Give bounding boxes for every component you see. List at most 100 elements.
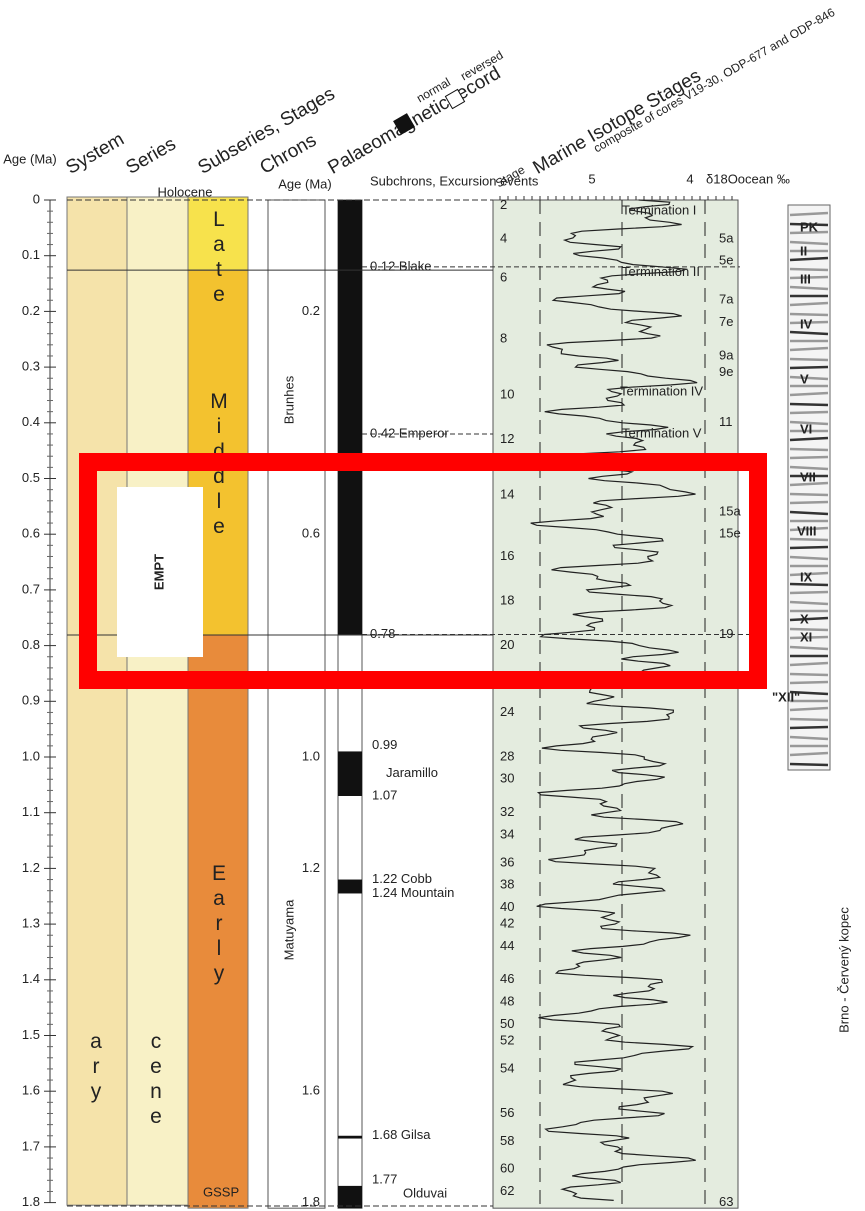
event-label: Jaramillo — [386, 765, 438, 780]
brno-unit: V — [800, 371, 809, 386]
age-tick-label: 0 — [33, 191, 40, 206]
d18o-header: δ18Oocean ‰ — [706, 171, 790, 186]
chron-column — [268, 200, 325, 1208]
termination-label: Termination I — [622, 203, 696, 218]
stage-number: 58 — [500, 1133, 514, 1148]
age-tick-label: 1.3 — [22, 916, 40, 931]
header-label: Series — [123, 134, 180, 179]
stage-number: 8 — [500, 331, 507, 346]
normal-polarity — [338, 880, 362, 894]
stage-number: 18 — [500, 592, 514, 607]
age-tick-label: 0.7 — [22, 581, 40, 596]
event-label: 0.78 — [370, 626, 395, 641]
age-header: Age (Ma) — [3, 151, 56, 166]
brno-texture — [790, 404, 828, 405]
stage-number: 14 — [500, 487, 514, 502]
brno-unit: XI — [800, 629, 812, 644]
brno-texture — [790, 539, 828, 540]
stage-number: 4 — [500, 230, 507, 245]
isotope-label: 7e — [719, 314, 733, 329]
stage-number: 44 — [500, 938, 514, 953]
age-tick-label: 0.2 — [22, 303, 40, 318]
d-tick: 5 — [588, 171, 595, 186]
age-tick-label: 0.5 — [22, 470, 40, 485]
age-tick-label: 1.4 — [22, 971, 40, 986]
brno-unit: "XII" — [772, 689, 800, 704]
brno-texture — [790, 547, 828, 548]
brno-texture — [790, 494, 828, 495]
brno-texture — [790, 502, 828, 503]
early-label: Early — [207, 862, 230, 987]
chron-age-label: 1.0 — [302, 748, 320, 763]
brno-texture — [790, 412, 828, 413]
brno-texture — [790, 674, 828, 675]
isotope-panel — [493, 200, 738, 1208]
stage-number: 40 — [500, 899, 514, 914]
stage-number: 24 — [500, 704, 514, 719]
brno-texture — [790, 682, 828, 683]
stage-number: 28 — [500, 748, 514, 763]
brno-unit: X — [800, 611, 809, 626]
brno-texture — [790, 269, 828, 270]
age-tick-label: 0.6 — [22, 526, 40, 541]
age-tick-label: 1.2 — [22, 860, 40, 875]
isotope-label: 7a — [719, 292, 734, 307]
holocene-label: Holocene — [158, 184, 213, 199]
brno-texture — [790, 727, 828, 728]
age-tick-label: 1.8 — [22, 1194, 40, 1209]
isotope-label: 19 — [719, 626, 733, 641]
gssp-label: GSSP — [203, 1184, 239, 1199]
header-label: System — [63, 129, 128, 179]
event-label: 1.77 — [372, 1171, 397, 1186]
stage-number: 60 — [500, 1161, 514, 1176]
chron-age-label: 0.2 — [302, 303, 320, 318]
isotope-label: 9e — [719, 364, 733, 379]
stage-number: 52 — [500, 1033, 514, 1048]
brno-title: Brno - Červený kopec — [836, 907, 851, 1033]
isotope-label: 5e — [719, 253, 733, 268]
stage-number: 42 — [500, 916, 514, 931]
isotope-label: 9a — [719, 347, 734, 362]
brno-unit: III — [800, 271, 811, 286]
event-label: 1.68 Gilsa — [372, 1127, 431, 1142]
brno-unit: IV — [800, 316, 813, 331]
chron-age-label: 0.6 — [302, 526, 320, 541]
chron-age-label: 1.2 — [302, 860, 320, 875]
isotope-label: 11 — [719, 414, 733, 429]
isotope-label: 15a — [719, 503, 741, 518]
late-label: Late — [207, 208, 230, 308]
header-label: Marine Isotope Stages — [530, 65, 705, 178]
stage-number: 50 — [500, 1016, 514, 1031]
stage-number: 36 — [500, 854, 514, 869]
isotope-label: 5a — [719, 230, 734, 245]
event-label: 1.22 Cobb — [372, 871, 432, 886]
brno-texture — [790, 449, 828, 450]
age-tick-label: 0.1 — [22, 247, 40, 262]
stage-number: 6 — [500, 269, 507, 284]
stage-number: 56 — [500, 1105, 514, 1120]
matuyama-label: Matuyama — [281, 899, 296, 960]
system-text: ary — [84, 1030, 107, 1105]
age-tick-label: 1.0 — [22, 748, 40, 763]
termination-label: Termination II — [622, 264, 700, 279]
normal-polarity — [338, 1136, 362, 1139]
stratigraphic-chart: 00.10.20.30.40.50.60.70.80.91.01.11.21.3… — [0, 0, 865, 1211]
age-tick-label: 1.5 — [22, 1027, 40, 1042]
termination-label: Termination IV — [620, 384, 703, 399]
age-tick-label: 1.7 — [22, 1138, 40, 1153]
age-tick-label: 0.3 — [22, 359, 40, 374]
normal-polarity — [338, 751, 362, 796]
brunhes-label: Brunhes — [281, 375, 296, 424]
empt-label: EMPT — [151, 554, 166, 590]
event-label: Olduvai — [403, 1186, 447, 1201]
brno-unit: PK — [800, 219, 819, 234]
event-label: 0.42 Emperor — [370, 425, 449, 440]
stage-number: 54 — [500, 1060, 514, 1075]
d-tick: 4 — [686, 171, 693, 186]
header-label: composite of cores V19-30, ODP-677 and O… — [591, 5, 837, 155]
stage-number: 38 — [500, 877, 514, 892]
series-text: cene — [144, 1030, 167, 1130]
stage-number: 62 — [500, 1183, 514, 1198]
normal-polarity — [338, 1186, 362, 1208]
brno-texture — [790, 367, 828, 368]
